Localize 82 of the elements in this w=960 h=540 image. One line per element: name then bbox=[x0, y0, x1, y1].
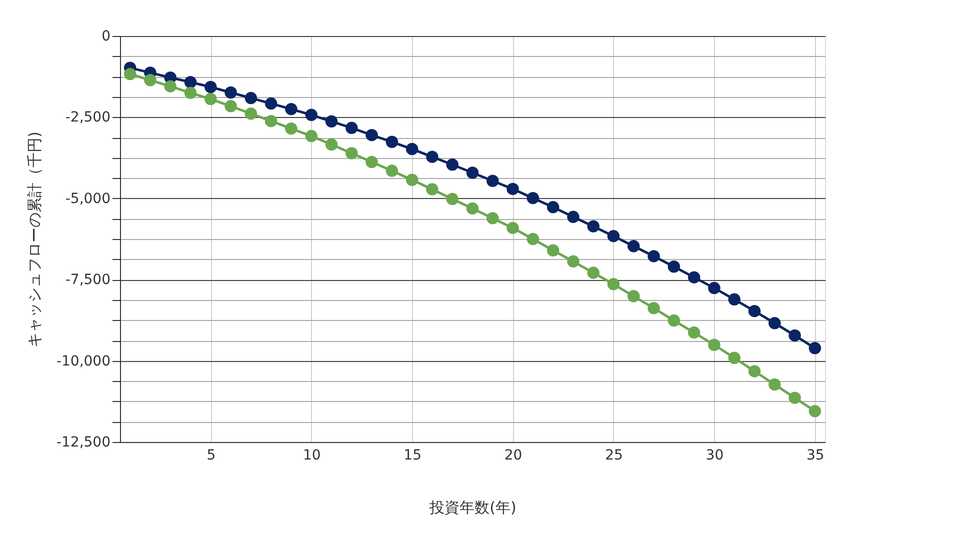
x-tick-label: 20 bbox=[504, 448, 522, 464]
point bbox=[466, 202, 479, 215]
point bbox=[406, 174, 418, 186]
point bbox=[204, 80, 217, 94]
point bbox=[386, 136, 398, 148]
point bbox=[446, 192, 458, 206]
point bbox=[668, 260, 680, 273]
point bbox=[628, 240, 640, 252]
x-tick-label: 25 bbox=[605, 448, 623, 464]
point bbox=[426, 183, 438, 196]
y-tick-label: -7,500 bbox=[65, 272, 110, 288]
point bbox=[366, 128, 378, 142]
point bbox=[184, 76, 197, 88]
y-tick-label: -10,000 bbox=[56, 353, 110, 370]
point bbox=[748, 304, 761, 318]
point bbox=[346, 122, 358, 134]
point bbox=[506, 222, 519, 234]
point bbox=[808, 405, 822, 418]
point bbox=[587, 266, 600, 279]
point bbox=[768, 317, 781, 330]
point bbox=[668, 314, 680, 327]
point bbox=[386, 164, 398, 177]
point bbox=[244, 108, 258, 120]
point bbox=[305, 130, 318, 142]
point bbox=[607, 278, 620, 290]
point bbox=[144, 74, 156, 86]
point bbox=[264, 114, 278, 128]
point bbox=[728, 293, 740, 306]
point bbox=[426, 150, 438, 163]
point bbox=[244, 92, 258, 104]
point bbox=[628, 290, 640, 302]
point bbox=[285, 122, 298, 135]
point bbox=[526, 192, 540, 204]
x-tick-label: 15 bbox=[404, 448, 422, 464]
point bbox=[285, 102, 298, 116]
point bbox=[567, 255, 580, 268]
point bbox=[587, 220, 600, 232]
y-tick-label: -5,000 bbox=[65, 190, 110, 207]
point bbox=[486, 212, 499, 224]
point bbox=[366, 156, 378, 168]
point bbox=[768, 378, 781, 391]
point bbox=[546, 244, 560, 256]
point bbox=[124, 68, 136, 80]
point bbox=[688, 326, 700, 339]
x-axis-title: 投資年数(年) bbox=[428, 498, 516, 516]
point bbox=[305, 108, 318, 122]
point bbox=[808, 342, 822, 354]
x-tick-label: 5 bbox=[206, 448, 216, 464]
point bbox=[648, 302, 660, 314]
point bbox=[446, 158, 458, 171]
y-tick-label: -2,500 bbox=[65, 110, 110, 126]
point bbox=[748, 365, 761, 378]
point bbox=[546, 201, 560, 214]
y-tick-label: 0 bbox=[102, 28, 110, 44]
point bbox=[466, 166, 479, 179]
point bbox=[224, 86, 237, 99]
x-tick-label: 10 bbox=[302, 448, 321, 464]
point bbox=[728, 352, 740, 364]
point bbox=[506, 182, 519, 196]
point bbox=[224, 100, 237, 112]
point bbox=[486, 174, 499, 187]
point bbox=[688, 271, 700, 284]
point bbox=[567, 210, 580, 224]
point bbox=[648, 250, 660, 262]
point bbox=[708, 282, 720, 294]
y-tick-label: -12,500 bbox=[56, 434, 110, 450]
point bbox=[325, 138, 338, 151]
x-tick-label: 30 bbox=[706, 448, 724, 464]
point bbox=[788, 329, 801, 342]
point bbox=[607, 230, 620, 242]
point bbox=[264, 97, 278, 110]
point bbox=[406, 142, 418, 156]
point bbox=[346, 147, 358, 160]
x-tick-label: 35 bbox=[806, 448, 824, 464]
point bbox=[788, 392, 801, 404]
point bbox=[708, 338, 720, 351]
point bbox=[526, 232, 540, 246]
y-axis-title: キャッシュフローの累計（千円) bbox=[25, 132, 44, 348]
point bbox=[325, 115, 338, 128]
point bbox=[184, 86, 197, 99]
point bbox=[204, 92, 217, 106]
point bbox=[164, 80, 176, 92]
